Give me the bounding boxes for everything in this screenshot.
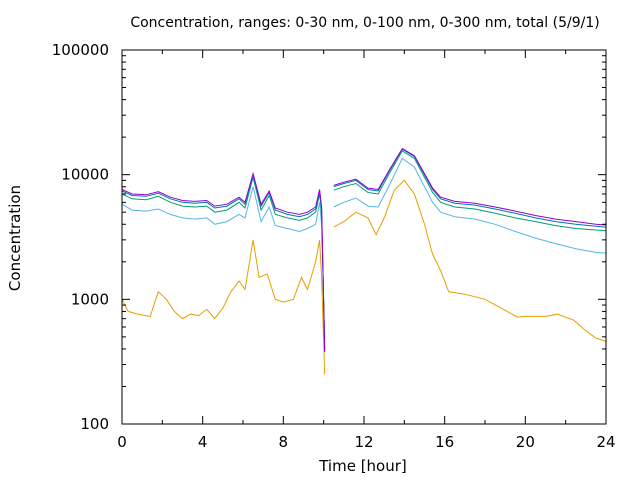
plot-area [121, 147, 607, 375]
x-tick-label: 20 [516, 433, 535, 451]
series-line-1 [121, 179, 607, 375]
series-line-3 [121, 150, 607, 349]
series-line-5 [121, 147, 607, 352]
chart-title: Concentration, ranges: 0-30 nm, 0-100 nm… [130, 15, 599, 31]
y-axis-title: Concentration [6, 185, 24, 291]
y-tick-label: 100000 [52, 41, 109, 59]
y-tick-label: 1000 [71, 290, 109, 308]
x-tick-label: 0 [117, 433, 127, 451]
series-line-2 [121, 157, 607, 337]
x-tick-label: 12 [354, 433, 373, 451]
axes: 0 4 8 12 16 20 24 100 1000 10000 100000 [52, 41, 616, 451]
series-line-4 [121, 148, 607, 352]
x-tick-label: 4 [198, 433, 208, 451]
x-tick-label: 8 [279, 433, 289, 451]
x-axis-title: Time [hour] [318, 457, 407, 475]
y-tick-label: 100 [80, 415, 109, 433]
x-tick-label: 16 [435, 433, 454, 451]
y-tick-label: 10000 [61, 166, 109, 184]
x-tick-label: 24 [596, 433, 615, 451]
